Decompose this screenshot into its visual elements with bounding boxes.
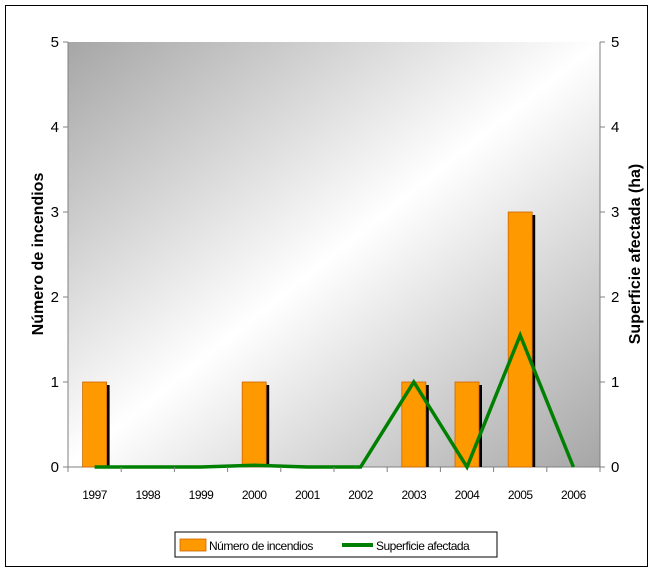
y2-tick-label: 0 bbox=[611, 459, 619, 476]
legend: Número de incendios Superficie afectada bbox=[174, 531, 498, 558]
x-tick-label: 2001 bbox=[295, 488, 321, 502]
x-tick-label: 2006 bbox=[561, 488, 587, 502]
y-tick-label: 2 bbox=[51, 289, 59, 306]
legend-swatch-bars bbox=[179, 538, 207, 552]
y2-tick-label: 4 bbox=[611, 119, 619, 136]
legend-label-bars: Número de incendios bbox=[209, 539, 313, 553]
y-axis-title: Número de incendios bbox=[30, 173, 47, 336]
y2-tick-label: 2 bbox=[611, 289, 619, 306]
x-tick-label: 2003 bbox=[401, 488, 427, 502]
x-tick-label: 2004 bbox=[455, 488, 481, 502]
x-tick-label: 1997 bbox=[82, 488, 108, 502]
y-tick-label: 0 bbox=[51, 459, 59, 476]
bar bbox=[82, 381, 107, 468]
y2-axis-title: Superficie afectada (ha) bbox=[627, 164, 644, 345]
legend-label-line: Superficie afectada bbox=[376, 539, 470, 553]
y2-tick-label: 1 bbox=[611, 374, 619, 391]
bar bbox=[241, 381, 267, 468]
y-tick-label: 5 bbox=[51, 34, 59, 51]
y-tick-label: 1 bbox=[51, 374, 59, 391]
y2-tick-label: 5 bbox=[611, 34, 619, 51]
x-tick-label: 2002 bbox=[348, 488, 374, 502]
x-tick-label: 2000 bbox=[242, 488, 268, 502]
legend-frame bbox=[174, 531, 498, 558]
y-tick-label: 4 bbox=[51, 119, 59, 136]
y-tick-label: 3 bbox=[51, 204, 59, 221]
x-tick-label: 2005 bbox=[508, 488, 534, 502]
x-tick-label: 1999 bbox=[189, 488, 215, 502]
y2-tick-label: 3 bbox=[611, 204, 619, 221]
x-tick-label: 1998 bbox=[135, 488, 161, 502]
